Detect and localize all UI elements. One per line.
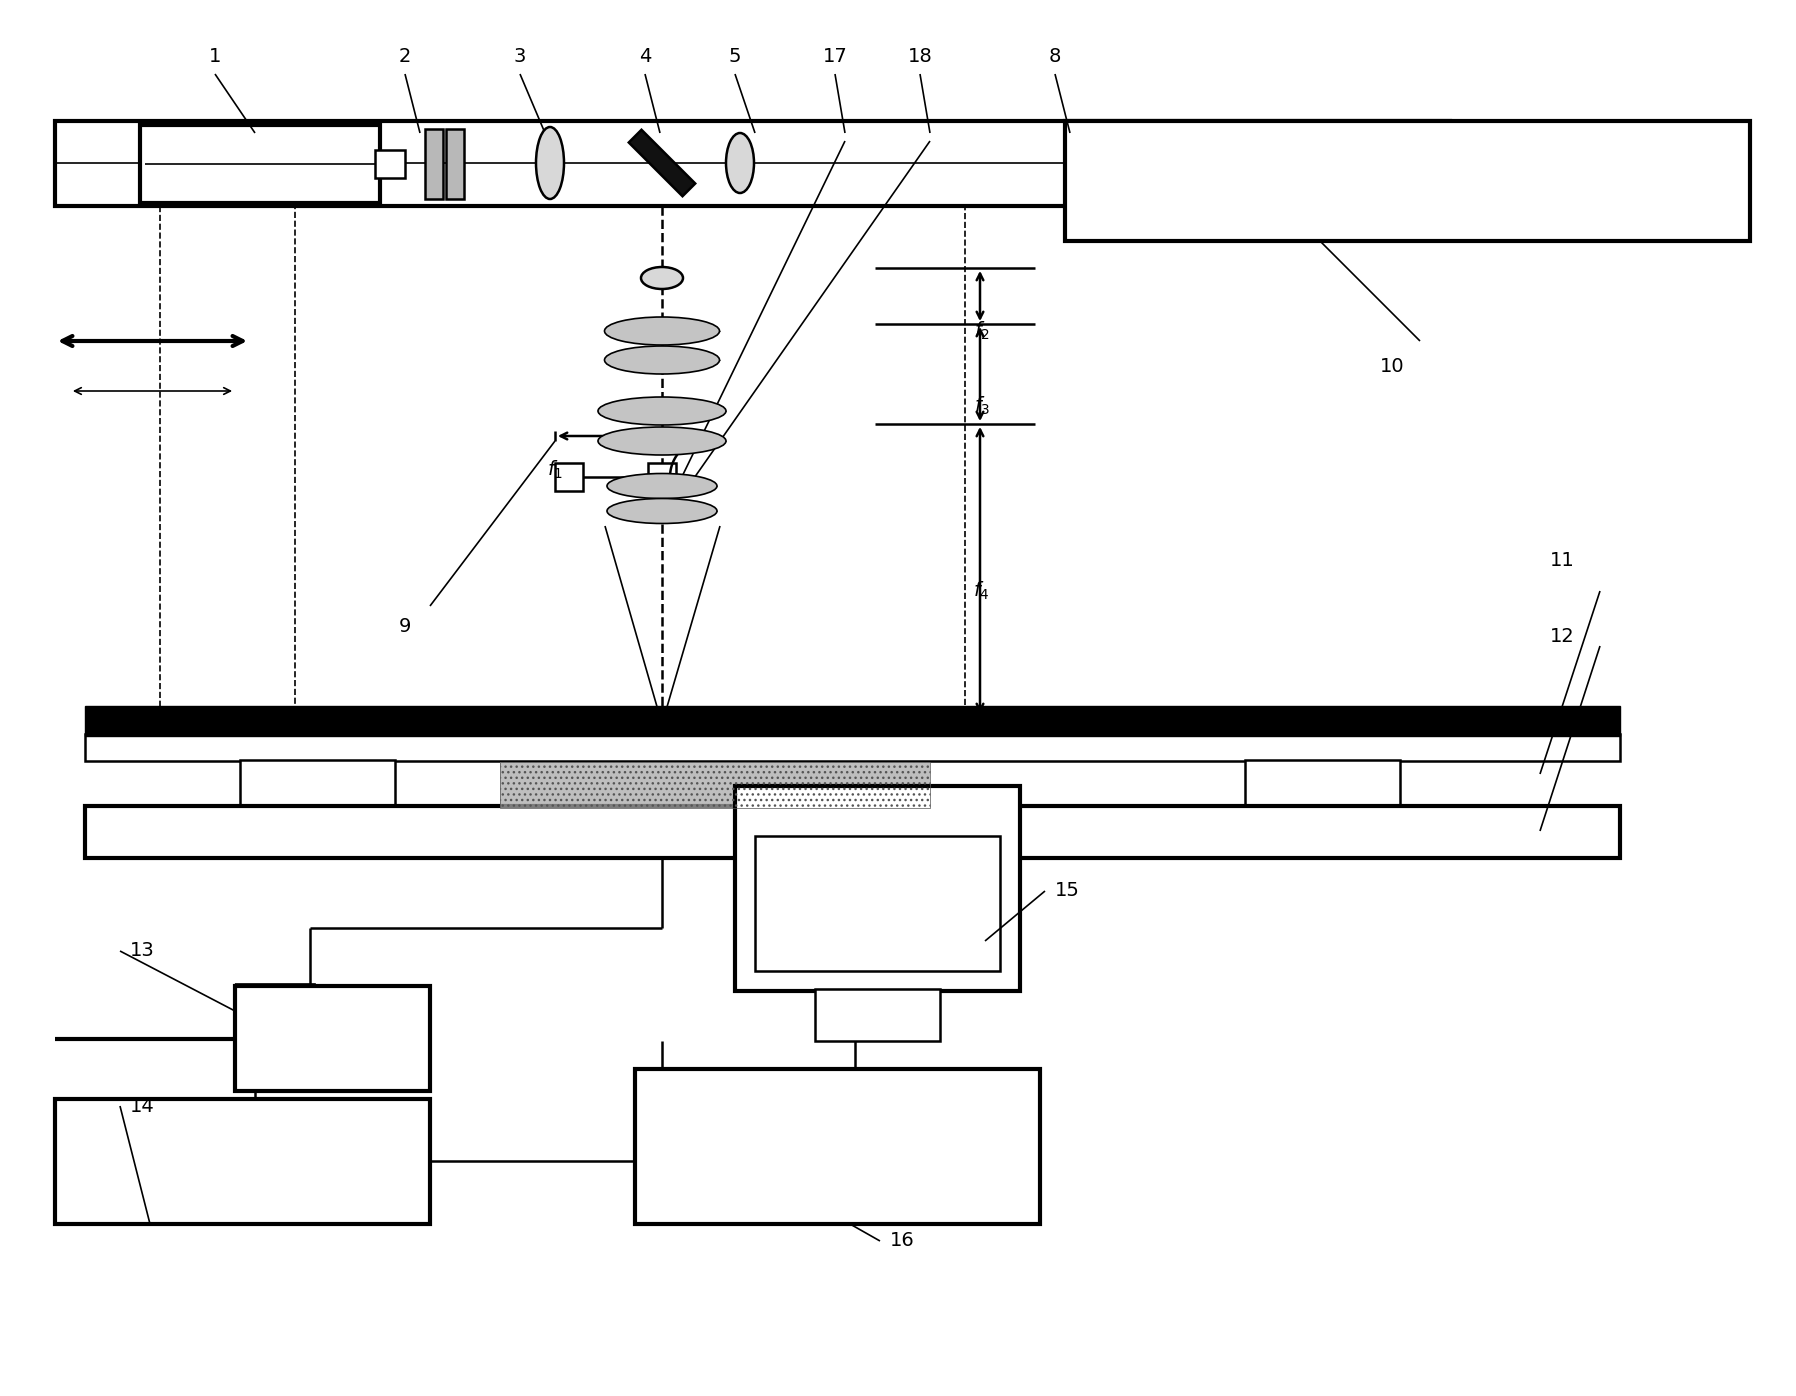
Text: 14: 14 [129, 1096, 154, 1115]
Bar [84, 805, 1620, 859]
Bar [555, 463, 584, 491]
Bar [56, 121, 1449, 207]
Text: 5: 5 [729, 47, 742, 66]
Bar [754, 836, 1000, 972]
Bar [629, 130, 695, 197]
Text: 2: 2 [399, 47, 411, 66]
Bar [241, 759, 395, 808]
Text: $f_1$: $f_1$ [546, 459, 564, 482]
Ellipse shape [535, 127, 564, 200]
Text: 18: 18 [907, 47, 932, 66]
Text: $f_3$: $f_3$ [973, 395, 990, 417]
Bar [84, 706, 1620, 736]
Ellipse shape [607, 473, 717, 498]
Bar [735, 786, 1020, 991]
Ellipse shape [605, 346, 720, 374]
Text: 15: 15 [1054, 881, 1079, 900]
Bar [636, 1069, 1040, 1224]
Ellipse shape [607, 498, 717, 524]
Bar [426, 128, 444, 200]
Text: $f_4$: $f_4$ [973, 579, 990, 602]
Text: 8: 8 [1049, 47, 1061, 66]
Bar [499, 762, 930, 808]
Text: 3: 3 [514, 47, 526, 66]
Text: $f_2$: $f_2$ [973, 320, 990, 342]
Ellipse shape [641, 267, 682, 289]
Bar [499, 762, 930, 808]
Text: 1: 1 [208, 47, 221, 66]
Text: 12: 12 [1550, 627, 1575, 645]
Bar [1245, 759, 1401, 808]
Ellipse shape [605, 317, 720, 345]
Text: 10: 10 [1379, 356, 1404, 376]
Polygon shape [235, 984, 314, 1034]
Bar [1065, 121, 1749, 242]
Text: 11: 11 [1550, 551, 1575, 571]
Text: 13: 13 [129, 941, 154, 960]
Bar [445, 128, 463, 200]
Bar [140, 126, 381, 202]
Bar [815, 988, 939, 1041]
Text: 16: 16 [891, 1231, 914, 1251]
Ellipse shape [598, 396, 726, 424]
Bar [375, 149, 406, 179]
Bar [84, 734, 1620, 761]
Text: 4: 4 [639, 47, 652, 66]
Bar [648, 463, 675, 491]
Ellipse shape [598, 427, 726, 455]
Text: 17: 17 [823, 47, 848, 66]
Bar [295, 207, 964, 725]
Ellipse shape [726, 133, 754, 193]
Bar [56, 1099, 429, 1224]
Text: 9: 9 [399, 617, 411, 635]
Bar [235, 986, 429, 1092]
